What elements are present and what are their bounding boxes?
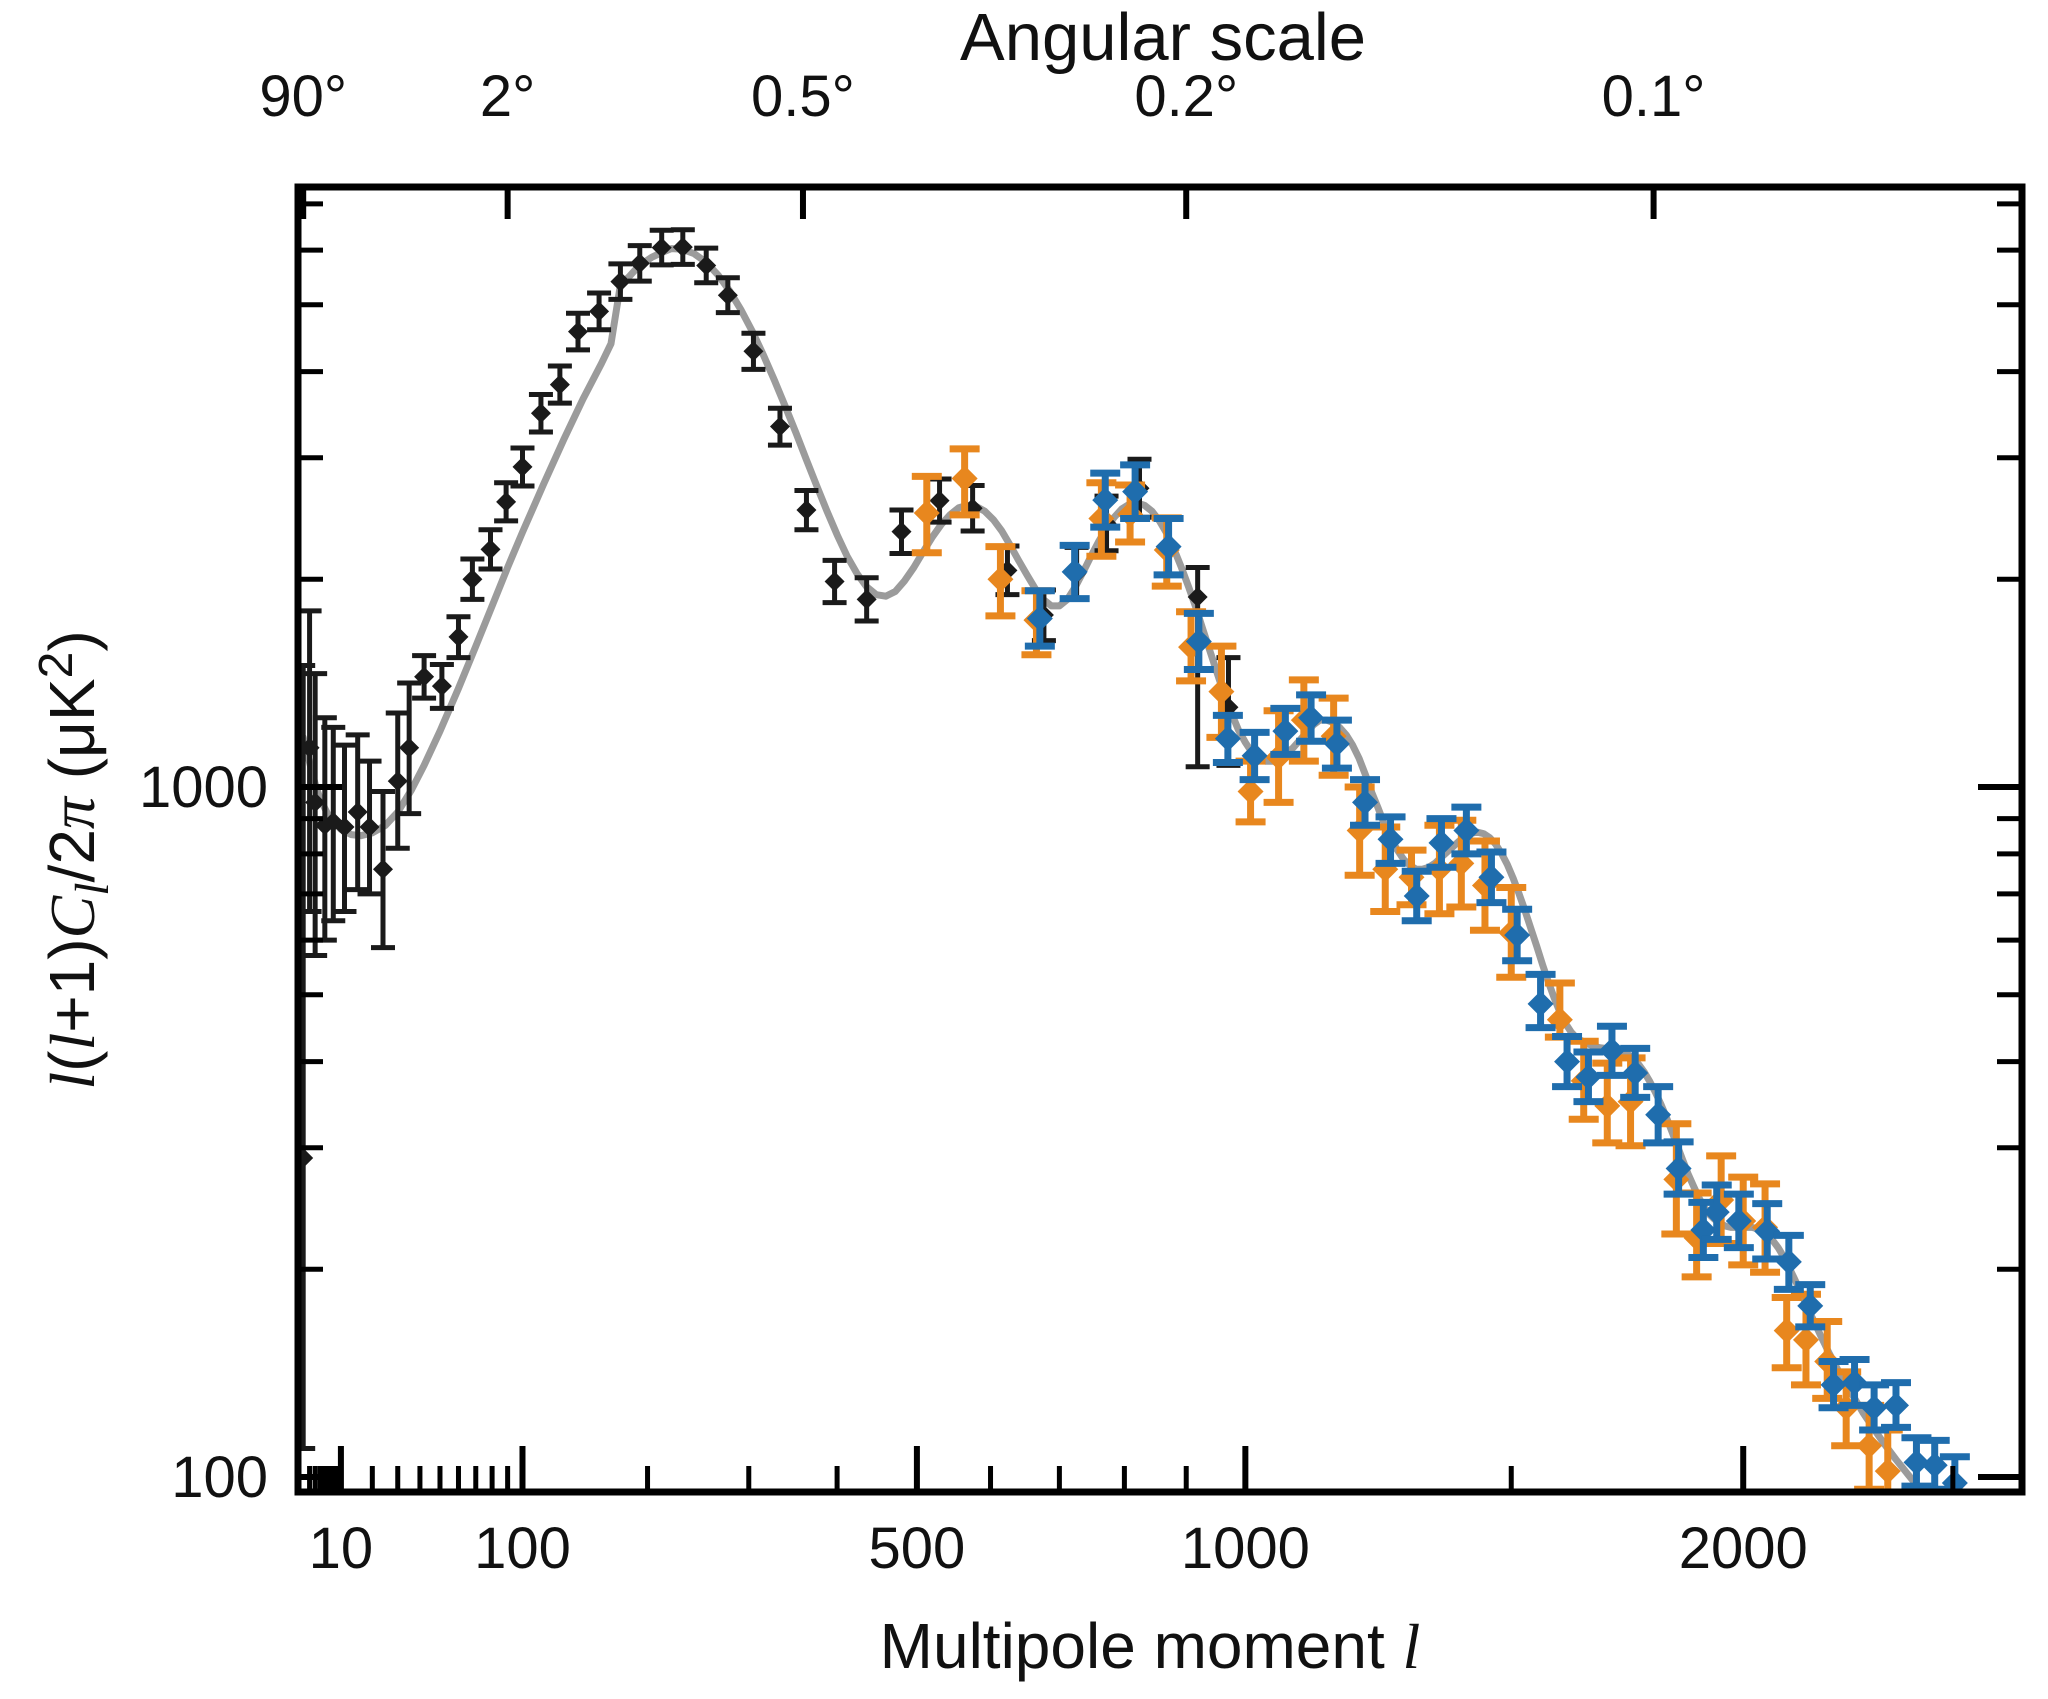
data-point [1573, 1048, 1604, 1106]
data-point [1525, 970, 1556, 1032]
data-point [1296, 691, 1327, 745]
data-point [1773, 1231, 1804, 1293]
data-point [587, 290, 612, 333]
data-point [1476, 848, 1507, 907]
data-point [854, 575, 879, 624]
data-point [1596, 1022, 1627, 1079]
axis-tick-labels-layer: 10 100 500 1000 2000 90° 2° 0.5° 0.2° 0.1° 1000 100 [139, 64, 1808, 1581]
data-point [332, 742, 357, 915]
tick-label: 0.5° [751, 64, 855, 129]
data-point [1663, 1138, 1694, 1198]
tick-label: 0.2° [1134, 64, 1238, 129]
data-point [1426, 815, 1457, 871]
data-point [1771, 1294, 1802, 1372]
data-point [528, 392, 553, 435]
data-point [1212, 711, 1243, 767]
data-point [1620, 1044, 1651, 1101]
data-point [741, 330, 766, 372]
data-point [1723, 1190, 1754, 1252]
data-point [385, 710, 410, 851]
data-point [494, 480, 519, 524]
series-black [295, 227, 1241, 1451]
data-point [547, 363, 572, 406]
data-point [1153, 514, 1184, 579]
data-point [397, 680, 422, 817]
data-point [911, 472, 942, 557]
data-point [767, 405, 792, 448]
tick-label: 2° [480, 64, 535, 129]
data-point [1090, 469, 1121, 531]
tick-label: 500 [869, 1516, 966, 1581]
data-point [1321, 716, 1352, 772]
data-series-layer [295, 227, 1970, 1495]
data-point [1059, 541, 1090, 603]
data-point [1024, 587, 1055, 650]
data-point [1839, 1356, 1870, 1409]
data-point [822, 557, 847, 606]
data-point [889, 507, 914, 556]
tick-label: 0.1° [1602, 64, 1706, 129]
data-point [649, 227, 674, 268]
data-point [1502, 905, 1533, 965]
tick-label: 1000 [139, 755, 268, 820]
data-point [1880, 1379, 1911, 1431]
data-point [1239, 728, 1270, 784]
data-point [985, 543, 1016, 620]
data-point [694, 245, 719, 286]
data-point [566, 310, 591, 353]
data-point [1901, 1434, 1932, 1490]
data-point [446, 614, 471, 661]
tick-label: 100 [474, 1516, 571, 1581]
data-point [1752, 1200, 1783, 1263]
data-point [1270, 704, 1301, 758]
data-point [1375, 813, 1406, 867]
series-blue [1024, 461, 1970, 1495]
data-point [429, 661, 454, 711]
data-point [1451, 803, 1482, 858]
data-point [1183, 609, 1214, 674]
y-axis-label: l(l+1)Cl​/2π (μK2​) [30, 630, 119, 1089]
plot-frame [294, 183, 2026, 1496]
tick-label: 1000 [1181, 1516, 1310, 1581]
data-point [1643, 1083, 1674, 1147]
tick-label: 90° [259, 64, 347, 129]
data-point [1701, 1181, 1732, 1243]
data-point [794, 487, 819, 533]
data-point [370, 789, 395, 951]
tick-label: 10 [309, 1516, 374, 1581]
data-point [627, 243, 652, 284]
tick-label: 100 [171, 1445, 268, 1510]
data-point [357, 758, 382, 897]
data-point [670, 227, 695, 267]
tick-label: 2000 [1679, 1516, 1808, 1581]
chart-title: Angular scale [960, 0, 1366, 75]
data-point [460, 556, 485, 602]
x-axis-label: Multipole moment l [880, 1610, 1421, 1682]
data-point [1401, 867, 1432, 925]
data-point [478, 527, 503, 572]
data-point [949, 445, 980, 519]
data-point [608, 261, 633, 302]
data-point [1120, 461, 1151, 522]
data-point [715, 275, 740, 316]
data-point [510, 445, 535, 489]
data-point [1795, 1281, 1826, 1331]
axis-ticks-layer [298, 187, 2022, 1492]
data-point [1350, 776, 1381, 829]
data-point [303, 671, 328, 958]
data-point [412, 653, 437, 701]
